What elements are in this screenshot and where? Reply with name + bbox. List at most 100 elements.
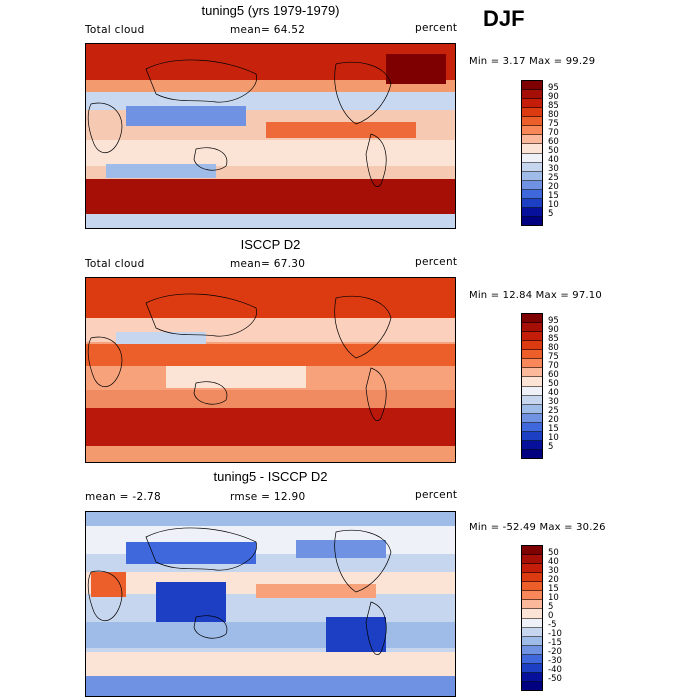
band-south-mid: [86, 622, 455, 648]
colorbar-tick-label: 50: [548, 548, 559, 558]
colorbar-swatch: [522, 108, 542, 118]
colorbar-tick-label: 90: [548, 92, 559, 102]
colorbar-tick-label: 15: [548, 424, 559, 434]
coastline-asia: [145, 59, 257, 103]
band-antarctic: [86, 214, 455, 228]
colorbar-tick-label: -5: [548, 620, 557, 630]
colorbar-tick-label: 5: [548, 602, 554, 612]
band-antarctic: [86, 676, 455, 696]
cloud-map-difference: [85, 511, 456, 697]
colorbar-tick-label: 95: [548, 83, 559, 93]
colorbar-swatch: [522, 618, 542, 628]
colorbar-swatch: [522, 663, 542, 673]
band-tropics: [166, 366, 306, 388]
colorbar-swatch: [522, 323, 542, 333]
colorbar-swatch: [522, 350, 542, 360]
region-indian-ocean-blue: [156, 582, 226, 622]
colorbar-tick-label: -40: [548, 665, 562, 675]
colorbar-tick-label: 30: [548, 397, 559, 407]
colorbar-tick-label: 5: [548, 442, 554, 452]
colorbar-tick-label: 40: [548, 388, 559, 398]
panel-left-label: Total cloud: [85, 24, 145, 36]
colorbar-tick-label: -20: [548, 647, 562, 657]
colorbar-tick-label: 30: [548, 164, 559, 174]
colorbar-swatch: [522, 654, 542, 664]
colorbar-tick-label: 30: [548, 566, 559, 576]
colorbar-swatch: [522, 573, 542, 583]
colorbar-tick-label: 25: [548, 173, 559, 183]
colorbar-tick-label: 80: [548, 343, 559, 353]
season-label: DJF: [483, 6, 525, 31]
coastline-north-america: [334, 529, 392, 593]
band-tropics: [86, 140, 455, 166]
colorbar-swatch: [522, 153, 542, 163]
colorbar-swatch: [522, 404, 542, 414]
colorbar-tick-label: 10: [548, 433, 559, 443]
colorbar-swatch: [522, 591, 542, 601]
panel-minmax: Min = 3.17 Max = 99.29: [469, 56, 596, 67]
colorbar-swatch: [522, 681, 542, 690]
band-antarctic: [86, 446, 455, 462]
coastline-africa: [87, 570, 123, 622]
region-africa-red: [91, 572, 126, 597]
band-itcz: [86, 344, 455, 366]
panel-left-label: Total cloud: [85, 258, 145, 270]
colorbar-swatch: [522, 332, 542, 342]
colorbar-swatch: [522, 546, 542, 556]
coastline-north-america: [334, 61, 392, 125]
colorbar-swatch: [522, 377, 542, 387]
region-north-pacific-blue: [126, 542, 256, 564]
colorbar-swatch: [522, 162, 542, 172]
colorbar-tick-label: 70: [548, 361, 559, 371]
colorbar-tick-label: -10: [548, 629, 562, 639]
colorbar-tick-label: -15: [548, 638, 562, 648]
colorbar-observations: [521, 313, 543, 459]
coastline-africa: [87, 336, 123, 388]
coastline-asia: [145, 527, 257, 571]
panel-minmax: Min = 12.84 Max = 97.10: [469, 290, 602, 301]
panel-right-label: percent: [415, 22, 458, 34]
colorbar-swatch: [522, 99, 542, 109]
band-arctic: [86, 512, 455, 526]
colorbar-swatch: [522, 440, 542, 450]
colorbar-tick-label: 40: [548, 155, 559, 165]
colorbar-tick-label: 0: [548, 611, 554, 621]
colorbar-tick-label: 80: [548, 110, 559, 120]
colorbar-swatch: [522, 564, 542, 574]
band-southern-ocean: [86, 179, 455, 215]
colorbar-swatch: [522, 341, 542, 351]
colorbar-swatch: [522, 216, 542, 225]
colorbar-tick-label: 5: [548, 209, 554, 219]
cloud-map-model: [85, 43, 456, 229]
panel-right-label: percent: [415, 256, 458, 268]
colorbar-swatch: [522, 117, 542, 127]
coastline-australia: [193, 381, 228, 405]
panel-center-label: mean= 67.30: [230, 258, 306, 270]
colorbar-tick-label: 75: [548, 119, 559, 129]
colorbar-swatch: [522, 135, 542, 145]
band-south-mid: [86, 390, 455, 410]
colorbar-swatch: [522, 90, 542, 100]
band-north-high: [86, 278, 455, 318]
panel-left-label: mean = -2.78: [85, 491, 162, 503]
colorbar-tick-label: 10: [548, 200, 559, 210]
colorbar-swatch: [522, 359, 542, 369]
colorbar-tick-label: 70: [548, 128, 559, 138]
colorbar-tick-label: 15: [548, 584, 559, 594]
colorbar-tick-label: 60: [548, 370, 559, 380]
colorbar-tick-label: 50: [548, 379, 559, 389]
panel-minmax: Min = -52.49 Max = 30.26: [469, 522, 606, 533]
coastline-south-america: [365, 367, 387, 421]
cloud-map-observations: [85, 277, 456, 463]
coastline-south-america: [365, 133, 387, 187]
panel-title: ISCCP D2: [240, 237, 301, 252]
band-southern-ocean: [86, 652, 455, 676]
map-graphic: [86, 44, 455, 228]
colorbar-tick-label: 85: [548, 334, 559, 344]
region-south-america-blue: [326, 617, 386, 657]
colorbar-swatch: [522, 645, 542, 655]
panel-center-label: mean= 64.52: [230, 24, 306, 36]
colorbar-swatch: [522, 81, 542, 91]
colorbar-swatch: [522, 431, 542, 441]
colorbar-swatch: [522, 422, 542, 432]
